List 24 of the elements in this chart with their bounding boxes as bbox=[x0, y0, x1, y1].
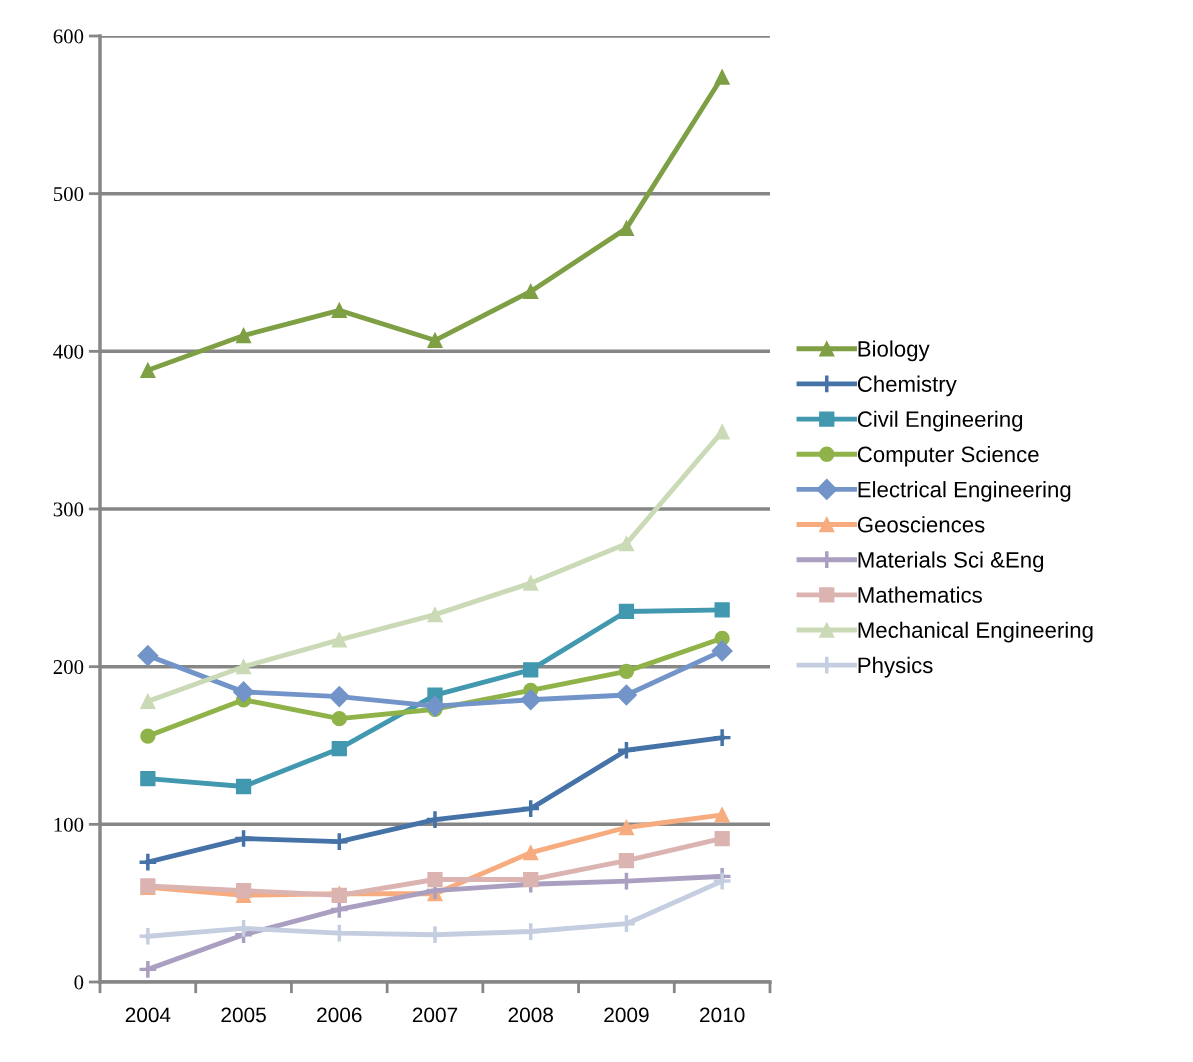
x-tick-label: 2006 bbox=[317, 1007, 362, 1023]
x-tick-label: 2008 bbox=[508, 1007, 553, 1023]
legend-label: Chemistry bbox=[857, 375, 957, 397]
y-tick-label: 500 bbox=[53, 187, 84, 202]
y-tick-label: 300 bbox=[53, 502, 84, 517]
legend-label: Biology bbox=[858, 340, 930, 362]
x-tick-label: 2010 bbox=[700, 1007, 745, 1023]
legend-label: Civil Engineering bbox=[857, 410, 1023, 432]
y-tick-label: 400 bbox=[53, 344, 84, 359]
x-tick-label: 2004 bbox=[125, 1007, 171, 1023]
y-tick-label: 0 bbox=[74, 975, 84, 990]
x-tick-label: 2009 bbox=[604, 1007, 649, 1023]
y-tick-label: 600 bbox=[53, 29, 84, 44]
y-tick-label: 200 bbox=[53, 660, 84, 675]
legend-label: Computer Science bbox=[857, 445, 1039, 467]
legend-label: Mathematics bbox=[858, 586, 982, 603]
y-tick-label: 100 bbox=[54, 817, 84, 832]
x-tick-label: 2007 bbox=[412, 1007, 458, 1023]
legend-label: Electrical Engineering bbox=[858, 481, 1071, 502]
legend-label: Mechanical Engineering bbox=[858, 621, 1093, 643]
legend-label: Geosciences bbox=[857, 516, 985, 533]
legend-label: Physics bbox=[858, 656, 933, 678]
x-tick-label: 2005 bbox=[221, 1007, 266, 1023]
legend-label: Materials Sci &Eng bbox=[858, 551, 1044, 573]
